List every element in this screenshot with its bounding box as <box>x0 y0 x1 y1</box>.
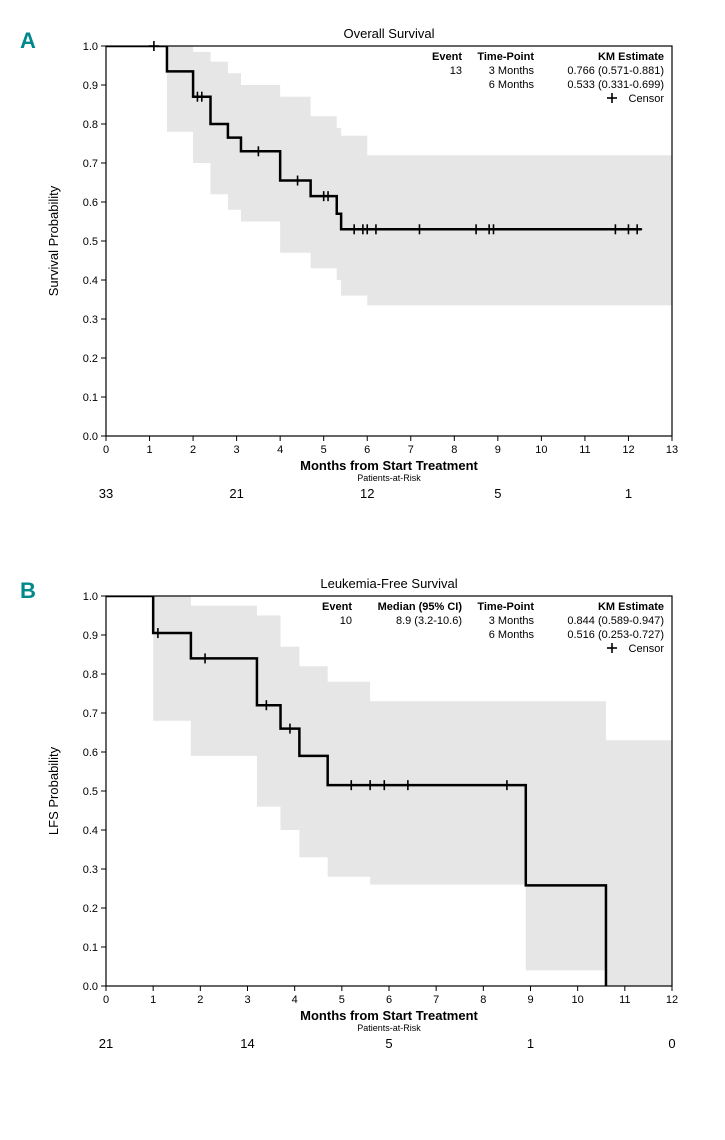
x-tick-label: 8 <box>451 444 457 456</box>
panel-B: B Leukemia-Free Survival 0.0 0.1 0.2 0.3 0.4 0.… <box>20 570 705 1080</box>
legend-cell: 0.844 (0.589-0.947) <box>567 615 664 627</box>
x-tick-label: 0 <box>103 994 109 1006</box>
risk-value: 1 <box>625 486 632 501</box>
y-tick-label: 0.7 <box>83 158 98 170</box>
legend-cell: 0.533 (0.331-0.699) <box>567 79 664 91</box>
y-tick-label: 0.7 <box>83 708 98 720</box>
y-tick-label: 0.8 <box>83 669 98 681</box>
legend-cell: 13 <box>450 65 462 77</box>
x-tick-label: 13 <box>666 444 678 456</box>
x-tick-label: 12 <box>622 444 634 456</box>
risk-label: Patients-at-Risk <box>357 473 421 483</box>
y-tick-label: 0.0 <box>83 981 98 993</box>
y-tick-label: 0.1 <box>83 392 98 404</box>
x-tick-label: 8 <box>480 994 486 1006</box>
risk-value: 5 <box>385 1036 392 1051</box>
x-tick-label: 6 <box>364 444 370 456</box>
legend-cell: 3 Months <box>489 615 535 627</box>
y-tick-label: 0.9 <box>83 80 98 92</box>
risk-value: 21 <box>99 1036 113 1051</box>
y-tick-label: 0.3 <box>83 314 98 326</box>
legend-cell: 6 Months <box>489 79 535 91</box>
x-tick-label: 4 <box>292 994 298 1006</box>
panel-label: B <box>20 578 36 604</box>
risk-value: 1 <box>527 1036 534 1051</box>
x-tick-label: 5 <box>339 994 345 1006</box>
x-tick-label: 11 <box>619 994 630 1006</box>
x-tick-label: 9 <box>495 444 501 456</box>
y-tick-label: 1.0 <box>83 41 98 53</box>
x-tick-label: 7 <box>433 994 439 1006</box>
legend-header: Time-Point <box>477 601 534 613</box>
y-tick-label: 0.6 <box>83 747 98 759</box>
risk-value: 14 <box>240 1036 254 1051</box>
y-tick-label: 0.4 <box>83 275 98 287</box>
y-tick-label: 0.5 <box>83 236 98 248</box>
legend-censor-label: Censor <box>629 643 665 655</box>
x-axis-label: Months from Start Treatment <box>300 458 478 473</box>
x-tick-label: 10 <box>535 444 547 456</box>
x-axis-label: Months from Start Treatment <box>300 1008 478 1023</box>
risk-value: 12 <box>360 486 374 501</box>
chart-title: Leukemia-Free Survival <box>320 576 457 591</box>
y-tick-label: 0.3 <box>83 864 98 876</box>
x-tick-label: 3 <box>234 444 240 456</box>
legend-censor-label: Censor <box>629 93 665 105</box>
panel-label: A <box>20 28 36 54</box>
y-axis-label: LFS Probability <box>46 746 61 835</box>
y-tick-label: 0.8 <box>83 119 98 131</box>
legend-header: Time-Point <box>477 51 534 63</box>
legend-cell: 10 <box>340 615 352 627</box>
x-tick-label: 3 <box>244 994 250 1006</box>
y-tick-label: 0.6 <box>83 197 98 209</box>
y-axis-label: Survival Probability <box>46 185 61 296</box>
x-tick-label: 1 <box>150 994 156 1006</box>
risk-value: 21 <box>229 486 243 501</box>
risk-value: 5 <box>494 486 501 501</box>
x-tick-label: 10 <box>572 994 584 1006</box>
legend-header: Event <box>432 51 462 63</box>
legend-header: Event <box>322 601 352 613</box>
risk-label: Patients-at-Risk <box>357 1023 421 1033</box>
panel-A: A Overall Survival 0.0 0.1 0.2 0.3 0.4 0.5 0.6 0.… <box>20 20 705 530</box>
y-tick-label: 0.2 <box>83 353 98 365</box>
legend-header: KM Estimate <box>598 51 664 63</box>
y-tick-label: 0.2 <box>83 903 98 915</box>
x-tick-label: 11 <box>579 444 590 456</box>
y-tick-label: 0.0 <box>83 431 98 443</box>
y-tick-label: 0.1 <box>83 942 98 954</box>
y-tick-label: 1.0 <box>83 591 98 603</box>
x-tick-label: 2 <box>190 444 196 456</box>
legend-cell: 8.9 (3.2-10.6) <box>396 615 462 627</box>
legend-cell: 0.516 (0.253-0.727) <box>567 629 664 641</box>
chart-title: Overall Survival <box>343 26 434 41</box>
legend-cell: 3 Months <box>489 65 535 77</box>
y-tick-label: 0.4 <box>83 825 98 837</box>
x-tick-label: 1 <box>146 444 152 456</box>
risk-value: 33 <box>99 486 113 501</box>
x-tick-label: 6 <box>386 994 392 1006</box>
legend-cell: 6 Months <box>489 629 535 641</box>
x-tick-label: 9 <box>527 994 533 1006</box>
x-tick-label: 7 <box>408 444 414 456</box>
x-tick-label: 2 <box>197 994 203 1006</box>
legend-header: KM Estimate <box>598 601 664 613</box>
x-tick-label: 4 <box>277 444 283 456</box>
y-tick-label: 0.9 <box>83 630 98 642</box>
x-tick-label: 0 <box>103 444 109 456</box>
x-tick-label: 12 <box>666 994 678 1006</box>
y-tick-label: 0.5 <box>83 786 98 798</box>
legend-header: Median (95% CI) <box>378 601 463 613</box>
risk-value: 0 <box>668 1036 675 1051</box>
legend-cell: 0.766 (0.571-0.881) <box>567 65 664 77</box>
x-tick-label: 5 <box>321 444 327 456</box>
